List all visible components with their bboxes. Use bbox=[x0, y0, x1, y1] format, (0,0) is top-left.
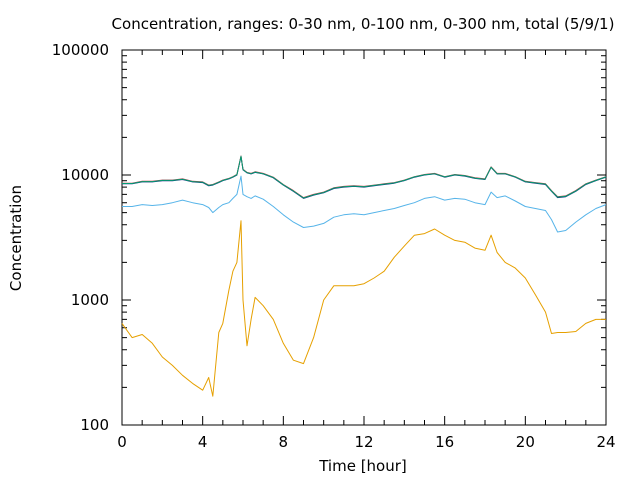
y-axis: 100 1000 10000 100000 bbox=[52, 41, 606, 434]
x-tick-label: 16 bbox=[435, 433, 454, 451]
x-axis: 0 4 8 12 16 20 24 bbox=[117, 50, 616, 451]
chart-title: Concentration, ranges: 0-30 nm, 0-100 nm… bbox=[112, 15, 615, 33]
y-tick-label: 100 bbox=[80, 416, 109, 434]
y-tick-label: 100000 bbox=[52, 41, 109, 59]
x-tick-label: 4 bbox=[198, 433, 208, 451]
series-line-5 bbox=[122, 155, 607, 199]
series-layer bbox=[121, 155, 607, 397]
y-tick-label: 10000 bbox=[61, 166, 109, 184]
series-line-3 bbox=[122, 156, 607, 199]
series-line-2 bbox=[122, 175, 607, 233]
x-tick-label: 20 bbox=[516, 433, 535, 451]
x-tick-label: 12 bbox=[354, 433, 373, 451]
x-tick-label: 0 bbox=[117, 433, 127, 451]
series-line-1 bbox=[121, 220, 606, 397]
plot-frame bbox=[121, 49, 607, 426]
x-tick-label: 24 bbox=[596, 433, 615, 451]
x-tick-label: 8 bbox=[279, 433, 289, 451]
y-tick-label: 1000 bbox=[71, 291, 109, 309]
y-axis-label: Concentration bbox=[7, 185, 25, 291]
series-line-4 bbox=[122, 155, 607, 199]
x-axis-label: Time [hour] bbox=[318, 457, 407, 475]
